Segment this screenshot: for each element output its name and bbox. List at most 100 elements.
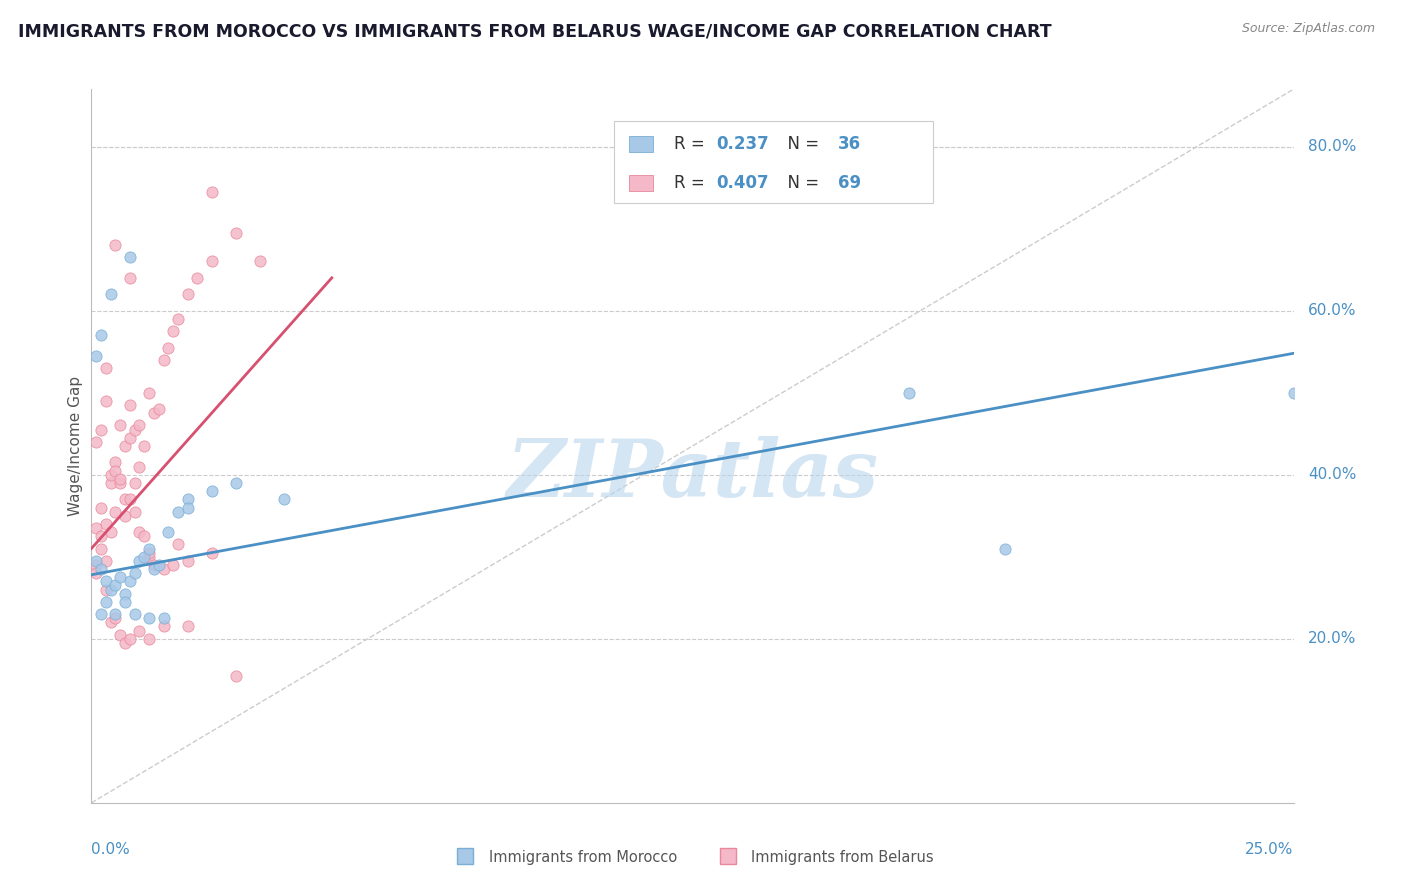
Point [176,500,198,515]
Point [176,287,198,301]
Text: Source: ZipAtlas.com: Source: ZipAtlas.com [1241,22,1375,36]
Text: IMMIGRANTS FROM MOROCCO VS IMMIGRANTS FROM BELARUS WAGE/INCOME GAP CORRELATION C: IMMIGRANTS FROM MOROCCO VS IMMIGRANTS FR… [18,22,1052,40]
Point [249,254,271,268]
Point [152,611,174,625]
Point [142,406,165,420]
Point [657,148,679,162]
Point [1282,385,1305,400]
Text: N =: N = [776,174,824,192]
Point [114,508,136,523]
Legend: Immigrants from Morocco, Immigrants from Belarus: Immigrants from Morocco, Immigrants from… [446,844,939,871]
Text: 60.0%: 60.0% [1308,303,1357,318]
Point [90,541,112,556]
Point [201,254,224,268]
Point [273,492,295,507]
Point [104,455,127,469]
Point [152,352,174,367]
FancyBboxPatch shape [614,121,934,203]
Point [90,607,112,622]
Point [90,529,112,543]
Point [176,492,198,507]
Point [201,484,224,499]
Point [134,549,156,564]
Point [90,562,112,576]
FancyBboxPatch shape [628,175,652,191]
Point [110,472,132,486]
Point [201,546,224,560]
Point [167,505,190,519]
Point [897,385,920,400]
Point [134,529,156,543]
Point [100,287,122,301]
Point [94,393,117,408]
Point [84,434,107,449]
Point [114,587,136,601]
Point [118,632,141,646]
Point [138,549,160,564]
Point [225,668,247,682]
Point [128,624,150,638]
Point [90,328,112,343]
Point [84,566,107,581]
Text: R =: R = [675,136,710,153]
Text: R =: R = [675,174,710,192]
Point [110,475,132,490]
Point [142,558,165,572]
Point [167,311,190,326]
Point [104,607,127,622]
Point [100,525,122,540]
Text: 69: 69 [838,174,860,192]
Point [225,475,247,490]
Point [176,554,198,568]
Text: 0.0%: 0.0% [91,842,131,857]
Point [186,270,208,285]
Point [138,541,160,556]
Point [167,537,190,551]
Point [118,270,141,285]
Point [94,554,117,568]
Point [84,521,107,535]
Point [100,467,122,482]
Point [148,558,170,572]
Point [114,492,136,507]
Text: 0.407: 0.407 [717,174,769,192]
FancyBboxPatch shape [628,136,652,153]
Point [157,525,180,540]
Text: 80.0%: 80.0% [1308,139,1357,154]
Point [124,607,146,622]
Point [124,505,146,519]
Point [104,238,127,252]
Point [100,582,122,597]
Point [104,611,127,625]
Point [104,505,127,519]
Point [84,558,107,572]
Point [994,541,1017,556]
Point [134,439,156,453]
Point [110,418,132,433]
Point [124,423,146,437]
Point [157,341,180,355]
Point [138,546,160,560]
Point [94,595,117,609]
Point [138,611,160,625]
Text: 40.0%: 40.0% [1308,467,1357,483]
Point [225,226,247,240]
Text: 25.0%: 25.0% [1246,842,1294,857]
Point [94,574,117,589]
Point [118,492,141,507]
Text: 20.0%: 20.0% [1308,632,1357,647]
Point [176,619,198,633]
Point [201,185,224,199]
Point [118,431,141,445]
Point [104,578,127,592]
Point [90,423,112,437]
Point [114,636,136,650]
Point [84,554,107,568]
Point [118,251,141,265]
Point [110,570,132,584]
Point [114,595,136,609]
Point [124,566,146,581]
Point [104,464,127,478]
Point [148,402,170,417]
Point [90,500,112,515]
